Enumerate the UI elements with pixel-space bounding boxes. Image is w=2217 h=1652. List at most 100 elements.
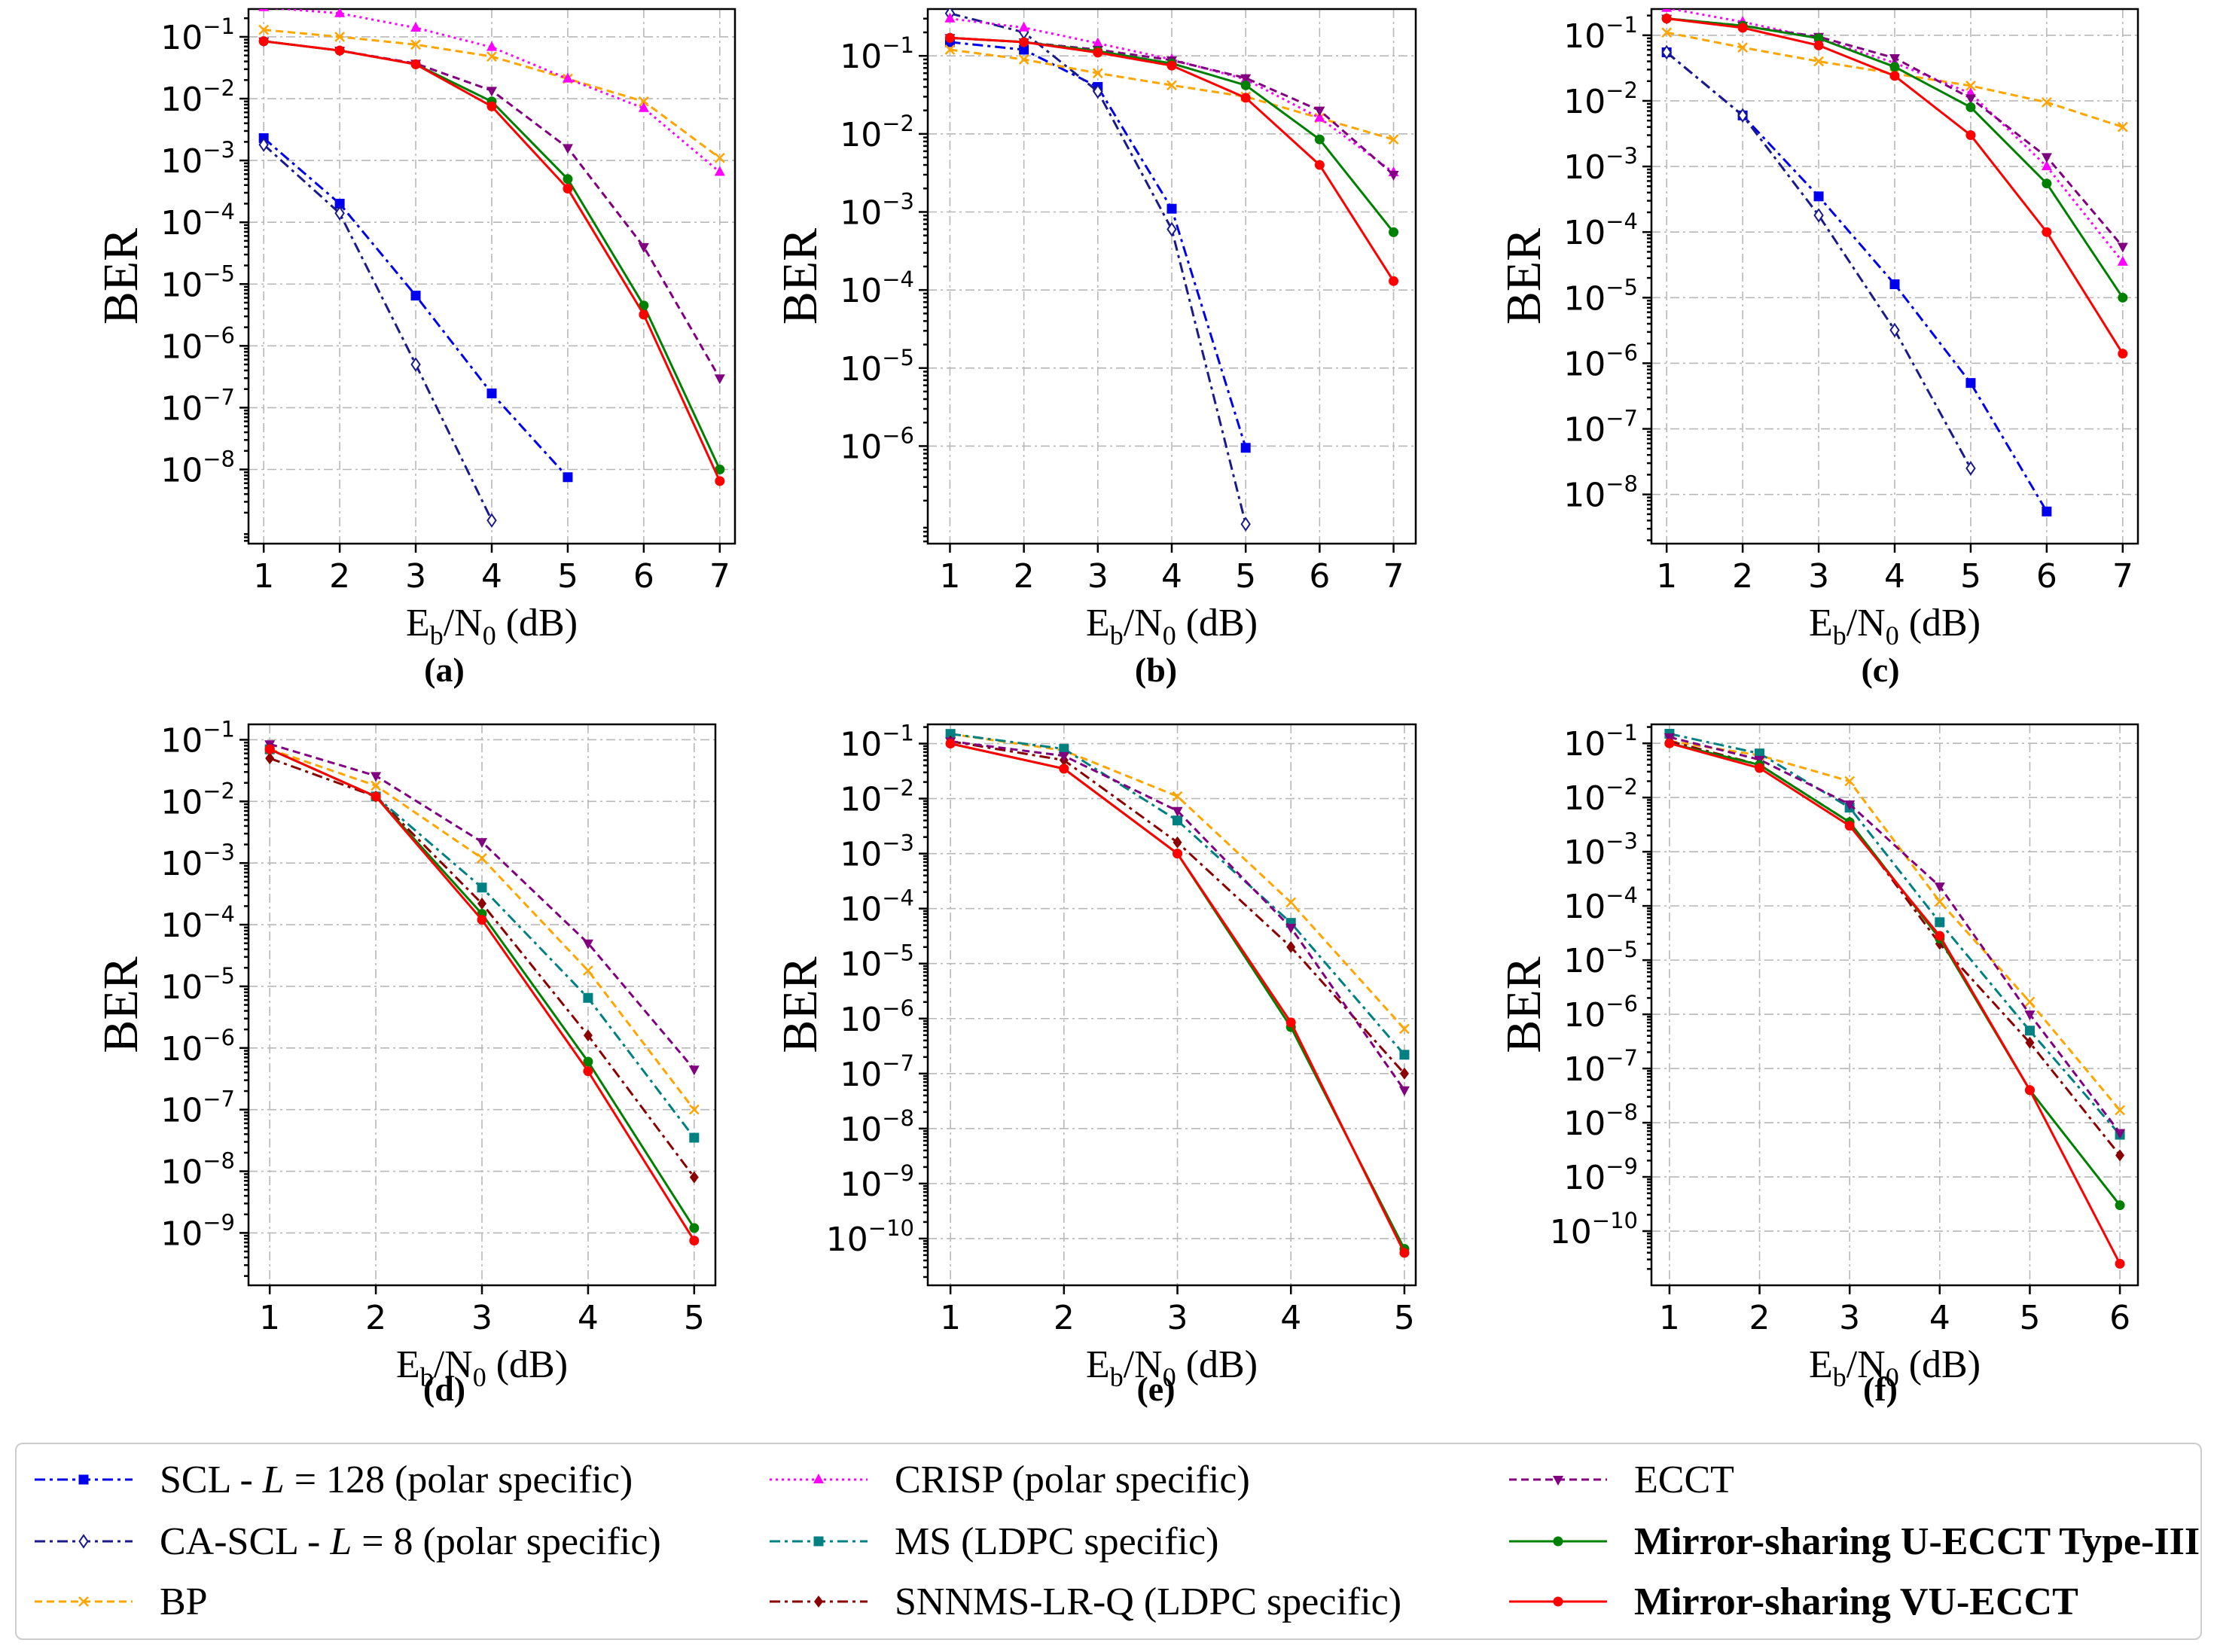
- legend-marker: [78, 1474, 89, 1485]
- data-point: [1314, 111, 1325, 122]
- y-tick-label: 10−4: [160, 199, 235, 242]
- data-point: [334, 9, 346, 17]
- legend-label: Mirror-sharing U-ECCT Type-III: [1634, 1519, 2200, 1563]
- data-point: [1737, 42, 1749, 53]
- data-point: [1889, 322, 1900, 338]
- series-line: [263, 143, 493, 521]
- y-tick-label: 10−5: [160, 261, 235, 304]
- data-point: [486, 513, 497, 528]
- y-axis-label: BER: [93, 228, 148, 325]
- legend-label: CRISP (polar specific): [895, 1458, 1250, 1501]
- x-tick-label: 3: [471, 1299, 492, 1337]
- y-tick-label: 10−5: [1563, 937, 1638, 980]
- series-line: [1669, 739, 2121, 1111]
- y-tick-label: 10−4: [1563, 209, 1638, 252]
- data-point: [2117, 121, 2128, 133]
- data-point: [334, 198, 345, 209]
- data-point: [715, 476, 725, 486]
- y-tick-label: 10−4: [840, 885, 914, 929]
- data-point: [410, 291, 421, 301]
- data-point: [2115, 1258, 2125, 1269]
- data-point: [1813, 208, 1824, 223]
- data-point: [583, 965, 593, 976]
- y-tick-label: 10−6: [840, 422, 914, 466]
- legend: SCL - L = 128 (polar specific) CA-SCL - L…: [15, 1443, 2202, 1640]
- data-point: [1172, 806, 1183, 817]
- data-point: [1240, 93, 1251, 103]
- data-point: [1172, 791, 1183, 802]
- x-tick-label: 4: [1161, 557, 1182, 596]
- data-point: [1399, 1248, 1410, 1258]
- data-point: [2115, 1105, 2125, 1116]
- series-group: [258, 9, 725, 176]
- y-tick-label: 10−3: [160, 840, 235, 883]
- data-point: [2041, 97, 2052, 108]
- series-line: [1666, 51, 1972, 469]
- x-tick-label: 1: [940, 1299, 961, 1337]
- data-point: [1388, 134, 1399, 145]
- data-point: [410, 59, 421, 69]
- x-tick-label: 3: [1087, 557, 1108, 596]
- series-line: [1669, 739, 2121, 1157]
- y-tick-label: 10−8: [1563, 471, 1638, 515]
- legend-swatch: [1509, 1536, 1607, 1547]
- series-group: [1664, 738, 2125, 1269]
- x-tick-label: 6: [633, 557, 654, 596]
- data-point: [1889, 62, 1900, 72]
- series-line: [1669, 733, 2121, 1135]
- data-point: [944, 44, 956, 55]
- data-point: [1093, 84, 1103, 99]
- chart-panel-1: 1 2 3 4 5 6 7 10−1 10−2 10−3 10−4 10−5 10−6 BER Eb/N0 …: [773, 8, 1417, 689]
- legend-entry: CRISP (polar specific): [762, 1453, 1250, 1506]
- x-tick-label: 7: [1383, 557, 1404, 596]
- legend-swatch: [1509, 1476, 1607, 1486]
- data-point: [371, 791, 381, 802]
- x-tick-label: 1: [1659, 1299, 1680, 1337]
- data-point: [486, 87, 497, 97]
- series-group: [265, 752, 699, 1184]
- data-point: [1813, 40, 1824, 50]
- y-tick-label: 10−3: [840, 188, 914, 232]
- data-point: [689, 1236, 700, 1246]
- data-point: [410, 21, 422, 32]
- data-point: [2042, 506, 2052, 517]
- x-tick-label: 1: [939, 557, 960, 596]
- data-point: [562, 144, 573, 154]
- legend-entry: BP: [27, 1575, 208, 1628]
- data-point: [1240, 74, 1252, 84]
- data-point: [1093, 47, 1103, 58]
- data-point: [258, 137, 269, 152]
- y-tick-label: 10−4: [840, 267, 914, 310]
- data-point: [334, 32, 346, 42]
- data-point: [1173, 815, 1183, 826]
- legend-entry: ECCT: [1502, 1453, 1734, 1506]
- data-point: [1389, 276, 1399, 286]
- y-tick-label: 10−4: [1563, 882, 1638, 926]
- data-point: [714, 152, 725, 163]
- data-point: [1737, 108, 1748, 123]
- y-tick-label: 10−6: [1563, 340, 1638, 383]
- data-point: [1388, 171, 1399, 181]
- x-tick-label: 2: [1749, 1299, 1770, 1337]
- y-tick-label: 10−7: [840, 1050, 914, 1094]
- data-point: [688, 1065, 700, 1076]
- data-point: [2042, 178, 2052, 189]
- data-point: [1240, 443, 1251, 453]
- x-tick-label: 2: [329, 557, 350, 596]
- data-point: [1092, 37, 1103, 47]
- legend-label: MS (LDPC specific): [895, 1519, 1219, 1563]
- data-point: [2041, 153, 2052, 163]
- x-axis-label: Eb/N0 (dB): [406, 602, 578, 651]
- data-point: [371, 772, 382, 782]
- series-line: [950, 41, 1247, 449]
- data-point: [1889, 279, 1900, 290]
- data-point: [1935, 917, 1945, 928]
- y-tick-label: 10−1: [1563, 720, 1638, 764]
- legend-marker: [1553, 1476, 1563, 1486]
- data-point: [1389, 227, 1399, 237]
- plot-area: [247, 8, 736, 545]
- x-tick-label: 3: [1839, 1299, 1860, 1337]
- y-tick-label: 10−8: [160, 1148, 235, 1192]
- data-point: [486, 41, 497, 51]
- data-point: [1664, 733, 1675, 743]
